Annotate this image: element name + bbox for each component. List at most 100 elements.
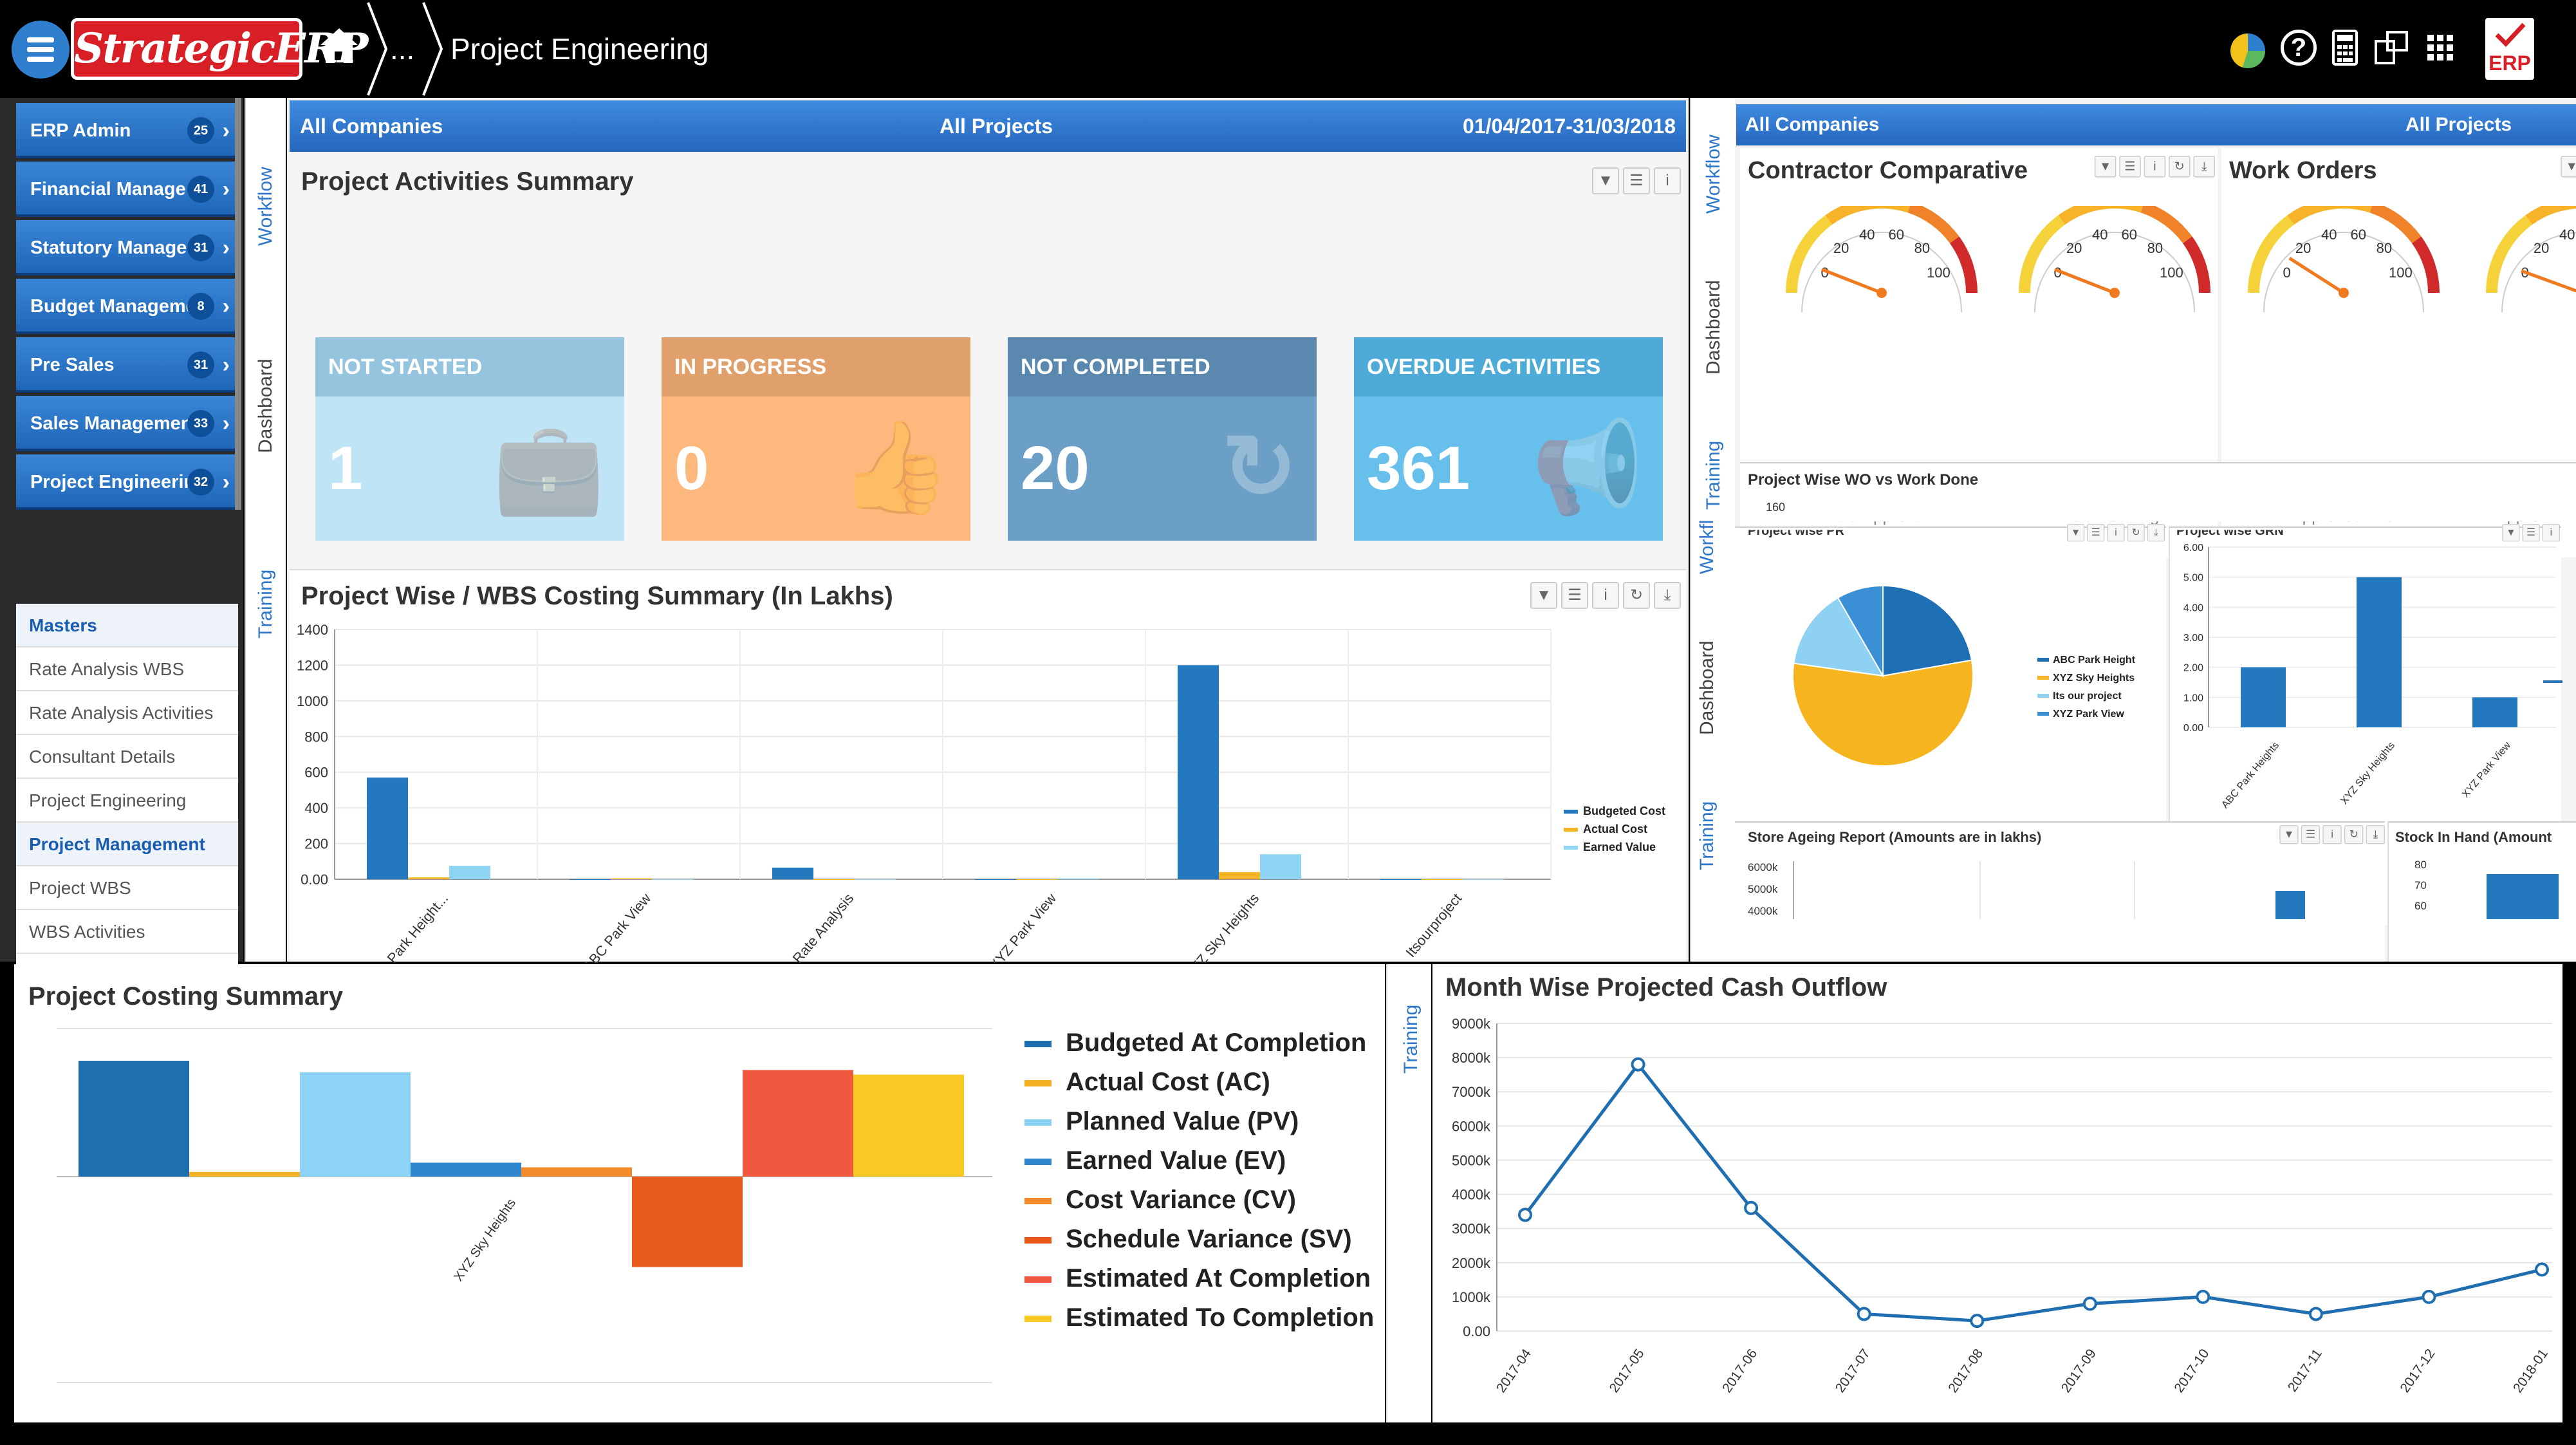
tab-training[interactable]: Training <box>1703 440 1724 510</box>
filter-icon[interactable]: ▼ <box>1592 167 1619 194</box>
chart-bar[interactable] <box>1260 854 1301 879</box>
tab-workflow-lower[interactable]: Workfl <box>1696 519 1718 574</box>
legend-item[interactable]: Planned Value (PV) <box>1024 1107 1299 1136</box>
data-point[interactable] <box>1518 1207 1532 1222</box>
project-filter[interactable]: All Projects <box>940 115 1053 138</box>
legend-label[interactable]: Budgeted Cost <box>1583 805 1665 817</box>
submenu-item[interactable]: Rate Analysis Activities <box>16 691 238 735</box>
filter-icon[interactable]: ▼ <box>2279 825 2299 844</box>
submenu-item[interactable]: WBS Activities <box>16 910 238 954</box>
activity-tile[interactable]: OVERDUE ACTIVITIES 361 📢 <box>1354 337 1663 541</box>
chart-bar[interactable] <box>2487 874 2559 919</box>
data-point[interactable] <box>2308 1307 2323 1321</box>
submenu-item[interactable]: Rate Analysis WBS <box>16 648 238 691</box>
chart-bar[interactable] <box>367 778 408 879</box>
sidebar-item[interactable]: Sales Management 33 › <box>16 396 235 451</box>
info-icon[interactable]: i <box>2107 524 2125 542</box>
chart-bar[interactable] <box>2357 577 2402 727</box>
info-icon[interactable]: i <box>2144 156 2166 178</box>
company-filter[interactable]: All Companies <box>300 115 443 138</box>
submenu-section-header[interactable]: Project Management <box>16 823 238 866</box>
sidebar-item[interactable]: Pre Sales 31 › <box>16 337 235 393</box>
sidebar-item[interactable]: Budget Manageme 8 › <box>16 279 235 334</box>
chart-bar[interactable] <box>449 866 490 879</box>
chart-bar[interactable] <box>632 1177 743 1267</box>
chart-bar[interactable] <box>300 1072 411 1177</box>
hamburger-menu-icon[interactable] <box>12 21 69 79</box>
pie-slice[interactable] <box>1837 584 1884 678</box>
info-icon[interactable]: i <box>2322 825 2342 844</box>
chart-bar[interactable] <box>975 879 1016 880</box>
tab-workflow[interactable]: Workflow <box>255 167 276 246</box>
submenu-item[interactable]: Project Engineering Data.. <box>16 779 238 854</box>
activity-tile[interactable]: NOT STARTED 1 💼 <box>315 337 624 541</box>
analytics-pie-icon[interactable] <box>2230 33 2265 68</box>
chart-bar[interactable] <box>1463 879 1504 880</box>
download-icon[interactable]: ⤓ <box>1654 582 1681 609</box>
data-point[interactable] <box>1857 1307 1871 1321</box>
pie-slice[interactable] <box>1793 597 1884 677</box>
chart-bar[interactable] <box>853 1074 964 1177</box>
chart-bar[interactable] <box>521 1167 632 1177</box>
chart-bar[interactable] <box>1380 879 1422 880</box>
refresh-icon[interactable]: ↻ <box>2127 524 2145 542</box>
chart-bar[interactable] <box>652 879 693 880</box>
filter-icon[interactable]: ▼ <box>2502 524 2520 542</box>
chart-bar[interactable] <box>743 1070 853 1177</box>
project-filter[interactable]: All Projects <box>2405 114 2512 135</box>
chart-bar[interactable] <box>813 879 855 880</box>
data-point[interactable] <box>1970 1314 1985 1328</box>
list-icon[interactable]: ☰ <box>2522 524 2540 542</box>
chart-bar[interactable] <box>411 1162 521 1177</box>
info-icon[interactable]: i <box>1654 167 1681 194</box>
tab-dashboard-lower[interactable]: Dashboard <box>1696 640 1718 735</box>
filter-icon[interactable]: ▼ <box>1530 582 1557 609</box>
calculator-icon[interactable] <box>2327 30 2363 66</box>
filter-icon[interactable]: ▼ <box>2561 156 2576 178</box>
download-icon[interactable]: ⤓ <box>2366 825 2385 844</box>
sidebar-item[interactable]: Statutory Manage 31 › <box>16 220 235 275</box>
submenu-section-header[interactable]: Masters <box>16 604 238 648</box>
legend-item[interactable]: Budgeted At Completion <box>1024 1029 1366 1058</box>
chart-bar[interactable] <box>408 877 449 879</box>
legend-item[interactable]: Actual Cost (AC) <box>1024 1068 1270 1097</box>
chart-bar[interactable] <box>1016 879 1057 880</box>
legend-label[interactable]: XYZ Sky Heights <box>2053 673 2135 684</box>
refresh-icon[interactable]: ↻ <box>2344 825 2364 844</box>
legend-item[interactable]: Estimated To Completion <box>1024 1303 1374 1332</box>
sidebar-scrollbar[interactable] <box>235 98 241 510</box>
submenu-item[interactable]: Consultant Details <box>16 735 238 779</box>
list-icon[interactable]: ☰ <box>2301 825 2321 844</box>
legend-item[interactable]: Cost Variance (CV) <box>1024 1186 1296 1215</box>
data-point[interactable] <box>2082 1296 2097 1311</box>
data-point[interactable] <box>2535 1262 2549 1277</box>
windows-icon[interactable] <box>2373 30 2409 66</box>
activity-tile[interactable]: IN PROGRESS 0 👍 <box>662 337 970 541</box>
tab-training[interactable]: Training <box>255 569 276 639</box>
download-icon[interactable]: ⤓ <box>2147 524 2165 542</box>
sidebar-item[interactable]: Project Engineerin 32 › <box>16 454 235 510</box>
filter-icon[interactable]: ▼ <box>2066 524 2085 542</box>
refresh-icon[interactable]: ↻ <box>1623 582 1650 609</box>
period-filter[interactable]: 01/04/2017-31/03/2018 <box>1463 115 1676 138</box>
chart-bar[interactable] <box>855 879 896 880</box>
info-icon[interactable]: i <box>2542 524 2560 542</box>
submenu-item[interactable]: Project WBS <box>16 866 238 910</box>
chart-bar[interactable] <box>189 1171 300 1177</box>
download-icon[interactable]: ⤓ <box>2193 156 2215 178</box>
data-point[interactable] <box>2422 1289 2436 1304</box>
legend-label[interactable]: Earned Value <box>1583 841 1656 853</box>
sidebar-item[interactable]: ERP Admin 25 › <box>16 103 235 158</box>
chart-bar[interactable] <box>2241 667 2286 727</box>
info-icon[interactable]: i <box>1592 582 1619 609</box>
apps-grid-icon[interactable] <box>2422 30 2458 66</box>
activity-tile[interactable]: NOT COMPLETED 20 ↻ <box>1008 337 1317 541</box>
chart-bar[interactable] <box>570 879 611 880</box>
legend-item[interactable]: Earned Value (EV) <box>1024 1146 1286 1175</box>
list-icon[interactable]: ☰ <box>2119 156 2141 178</box>
pie-slice[interactable] <box>1792 659 1974 767</box>
legend-item[interactable]: Estimated At Completion <box>1024 1264 1371 1293</box>
chart-bar[interactable] <box>1219 872 1260 879</box>
legend-label[interactable]: Its our project <box>2053 691 2122 702</box>
list-icon[interactable]: ☰ <box>1561 582 1588 609</box>
